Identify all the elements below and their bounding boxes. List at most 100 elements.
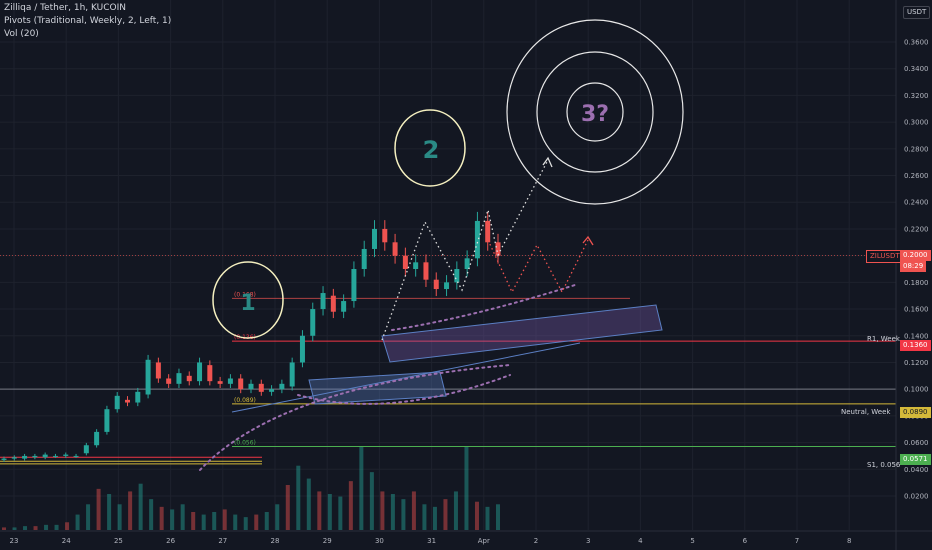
time-tick-label: Apr <box>478 537 490 545</box>
wave3-label: 3? <box>581 102 609 127</box>
candle-body <box>279 383 285 390</box>
volume-bar <box>453 491 458 530</box>
candle-body <box>341 301 347 312</box>
neutral-level-value: 0.0890 <box>900 407 931 418</box>
volume-bar <box>411 491 416 530</box>
wave-path-red <box>487 239 589 294</box>
volume-bar <box>86 504 91 530</box>
price-tick-label: 0.1800 <box>904 279 929 287</box>
candle-body <box>351 269 357 302</box>
candle-body <box>73 455 79 457</box>
price-tick-label: 0.1600 <box>904 306 929 314</box>
price-tick-label: 0.1000 <box>904 386 929 394</box>
price-tick-label: 0.2400 <box>904 199 929 207</box>
candle-body <box>1 458 7 460</box>
candle-body <box>114 395 120 410</box>
price-tick-label: 0.0200 <box>904 492 929 500</box>
candle-body <box>372 228 377 249</box>
volume-bar <box>212 512 217 530</box>
wave1-label: 1 <box>240 291 255 316</box>
volume-bar <box>159 506 164 530</box>
volume-indicator-label[interactable]: Vol (20) <box>4 29 39 39</box>
time-tick-label: 23 <box>10 537 19 545</box>
arrow-head-red <box>582 235 594 246</box>
volume-bar <box>75 514 80 530</box>
volume-bar <box>201 514 206 530</box>
volume-bar <box>348 481 353 530</box>
wave1-circle <box>212 261 284 339</box>
candle-body <box>402 255 408 270</box>
candle-body <box>495 242 501 256</box>
symbol-title[interactable]: Zilliqa / Tether, 1h, KUCOIN <box>4 3 127 13</box>
trend-channels <box>231 304 663 413</box>
candle-body <box>83 445 89 454</box>
price-tick-label: 0.2800 <box>904 145 929 153</box>
s1-level-value: 0.0571 <box>900 454 931 465</box>
candle-body <box>392 242 398 256</box>
price-tick-label: 0.1400 <box>904 332 929 340</box>
pivots-indicator-label[interactable]: Pivots (Traditional, Weekly, 2, Left, 1) <box>4 16 172 26</box>
volume-bar <box>390 494 395 530</box>
price-tick-label: 0.2200 <box>904 225 929 233</box>
price-tick-label: 0.0600 <box>904 439 929 447</box>
candlesticks <box>1 211 501 462</box>
wave2-circle <box>394 109 466 187</box>
volume-bar <box>138 483 143 530</box>
candle-body <box>238 378 244 390</box>
candle-body <box>135 391 141 403</box>
volume-bar <box>443 499 448 530</box>
candle-body <box>125 399 130 403</box>
volume-bar <box>359 446 364 530</box>
volume-bar <box>338 496 343 530</box>
candle-body <box>454 269 460 283</box>
dotted-arc-2 <box>297 374 511 405</box>
candle-body <box>423 262 429 280</box>
volume-bar <box>128 491 133 530</box>
wave2-label: 2 <box>423 136 440 164</box>
candle-body <box>361 248 367 270</box>
volume-bar <box>317 491 322 530</box>
time-tick-label: 25 <box>114 537 123 545</box>
candle-body <box>145 359 151 395</box>
time-tick-label: 29 <box>323 537 332 545</box>
candle-body <box>155 362 161 379</box>
candle-body <box>474 220 480 259</box>
candle-body <box>289 362 295 387</box>
candle-body <box>217 381 223 384</box>
candle-body <box>32 455 38 458</box>
candle-body <box>248 383 254 390</box>
time-axis[interactable]: 23 24 25 26 27 28 29 30 31 Apr 2 3 4 5 6 7 8 <box>0 530 932 545</box>
candle-body <box>330 295 336 312</box>
currency-button[interactable]: USDT <box>903 6 931 19</box>
trendline <box>231 342 581 413</box>
candle-body <box>63 454 69 456</box>
candle-body <box>258 383 264 392</box>
volume-bar <box>243 517 248 530</box>
time-tick-label: 26 <box>166 537 175 545</box>
candle-body <box>11 457 17 459</box>
candle-body <box>299 335 305 363</box>
volume-bar <box>222 509 227 530</box>
volume-bar <box>180 504 185 530</box>
candle-body <box>433 279 439 290</box>
bar-countdown: 08:29 <box>900 261 927 272</box>
candle-body <box>269 389 275 392</box>
price-tick-label: 0.3000 <box>904 119 929 127</box>
price-tick-label: 0.1200 <box>904 359 929 367</box>
candle-body <box>197 362 203 382</box>
volume-bar <box>12 527 17 530</box>
time-tick-label: 30 <box>375 537 384 545</box>
dotted-arc-1 <box>199 364 511 471</box>
volume-bar <box>170 509 175 530</box>
volume-bar <box>44 524 49 530</box>
arrow-head-white <box>542 156 553 168</box>
volume-bar <box>191 512 196 530</box>
candle-body <box>413 262 419 270</box>
volume-bar <box>264 512 269 530</box>
volume-bar <box>285 485 290 530</box>
candle-body <box>485 220 491 243</box>
volume-bar <box>464 446 469 530</box>
time-tick-label: 28 <box>271 537 280 545</box>
price-tick-label: 0.3600 <box>904 39 929 47</box>
